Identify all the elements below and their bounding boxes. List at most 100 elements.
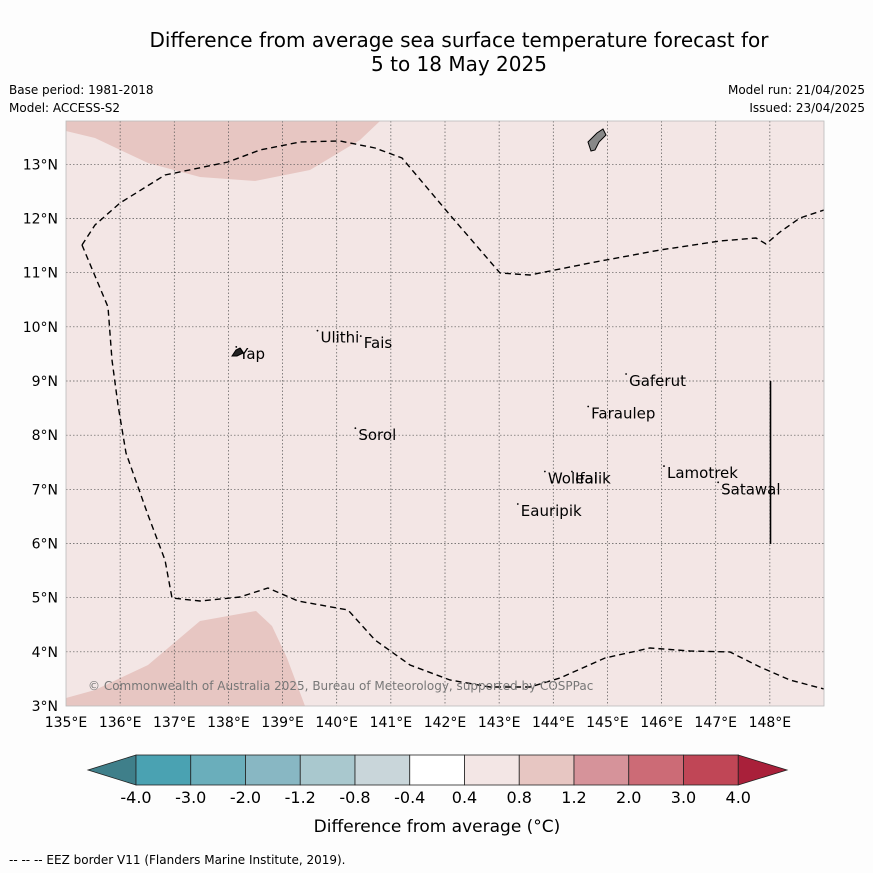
lon-tick-label: 143°E: [478, 715, 521, 731]
lon-tick-label: 136°E: [99, 715, 142, 731]
colorbar-segment: [135, 754, 192, 786]
colorbar-extend-low: [86, 754, 137, 786]
colorbar-segment: [573, 754, 630, 786]
lat-tick-label: 5°N: [32, 591, 58, 607]
yap-island: [231, 347, 244, 357]
colorbar-tick-label: -0.4: [394, 788, 425, 807]
place-label-yap: Yap: [238, 345, 265, 363]
island-marker: [516, 503, 519, 505]
place-label-ifalik: Ifalik: [575, 470, 611, 488]
eez-border-north: [81, 140, 824, 276]
colorbar-segment: [683, 754, 739, 786]
place-label-satawal: Satawal: [721, 480, 780, 498]
colorbar-segment: [299, 754, 356, 786]
lat-tick-label: 8°N: [32, 428, 58, 444]
colorbar-segment: [354, 754, 411, 786]
title-line-1: Difference from average sea surface temp…: [149, 28, 769, 52]
place-labels: Ulithi Fais Yap Gaferut Faraulep Sorol Lamotre…: [235, 329, 781, 520]
lon-tick-label: 147°E: [694, 715, 737, 731]
eez-border-west: [81, 244, 824, 690]
lon-tick-label: 139°E: [261, 715, 304, 731]
issued-date: Issued: 23/04/2025: [749, 101, 865, 115]
lon-tick-label: 148°E: [749, 715, 792, 731]
lat-tick-label: 13°N: [23, 157, 58, 173]
island-marker: [543, 470, 546, 473]
colorbar: -4.0 -3.0 -2.0 -1.2 -0.8 -0.4 0.4 0.8 1.2 2.0 3.0 4…: [86, 754, 789, 837]
colorbar-segments: [86, 754, 789, 786]
map-plot: Ulithi Fais Yap Gaferut Faraulep Sorol Lamotre…: [66, 121, 824, 706]
colorbar-tick-label: 3.0: [671, 788, 696, 807]
lat-tick-label: 11°N: [23, 266, 58, 282]
lon-tick-label: 146°E: [640, 715, 683, 731]
island-marker: [587, 405, 590, 408]
grid-lines: [66, 121, 824, 706]
place-label-faraulep: Faraulep: [591, 405, 655, 423]
colorbar-segment: [190, 754, 246, 786]
colorbar-segment: [464, 754, 520, 786]
lon-tick-label: 145°E: [586, 715, 629, 731]
base-period: Base period: 1981-2018: [9, 83, 154, 97]
lon-tick-label: 138°E: [207, 715, 250, 731]
island-marker: [717, 481, 720, 484]
place-label-ulithi: Ulithi: [320, 329, 359, 347]
copyright-notice: © Commonwealth of Australia 2025, Bureau…: [88, 679, 593, 693]
colorbar-label: Difference from average (°C): [314, 817, 561, 837]
place-label-woleai: Woleai: [548, 470, 598, 488]
lat-tick-label: 4°N: [32, 645, 58, 661]
lon-tick-label: 137°E: [153, 715, 196, 731]
warm-anomaly-patch-north: [66, 121, 380, 181]
colorbar-tick-label: 2.0: [616, 788, 641, 807]
place-label-fais: Fais: [364, 334, 393, 352]
lat-tick-label: 10°N: [23, 320, 58, 336]
lon-tick-labels: 135°E 136°E 137°E 138°E 139°E 140°E 141°E 142°E…: [45, 715, 791, 731]
colorbar-tick-label: 4.0: [726, 788, 751, 807]
colorbar-tick-label: 0.4: [452, 788, 477, 807]
place-label-eauripik: Eauripik: [521, 502, 582, 520]
map-title: Difference from average sea surface temp…: [0, 28, 873, 76]
colorbar-segment: [245, 754, 301, 786]
colorbar-tick-label: -4.0: [120, 788, 151, 807]
colorbar-tick-label: -1.2: [285, 788, 316, 807]
eez-border-footnote: -- -- -- EEZ border V11 (Flanders Marine…: [9, 853, 346, 867]
lon-tick-label: 140°E: [315, 715, 358, 731]
title-line-2: 5 to 18 May 2025: [371, 52, 547, 76]
lat-tick-label: 12°N: [23, 212, 58, 228]
guam-island: [587, 128, 607, 152]
meta-right: Model run: 21/04/2025 Issued: 23/04/2025: [728, 81, 865, 117]
colorbar-tick-label: -3.0: [175, 788, 206, 807]
island-marker: [625, 373, 627, 375]
colorbar-tick-label: 0.8: [507, 788, 532, 807]
lat-tick-labels: 3°N 4°N 5°N 6°N 7°N 8°N 9°N 10°N 11°N 12°N 13°N: [23, 157, 58, 715]
lon-tick-label: 135°E: [45, 715, 88, 731]
warm-anomaly-patch-south: [66, 611, 305, 706]
island-marker: [359, 335, 362, 337]
island-marker: [663, 465, 665, 467]
map-frame: [65, 120, 825, 707]
colorbar-segment: [409, 754, 465, 786]
colorbar-segment: [628, 754, 684, 786]
colorbar-extend-high: [737, 754, 789, 786]
colorbar-tick-label: 1.2: [561, 788, 586, 807]
colorbar-tick-labels: -4.0 -3.0 -2.0 -1.2 -0.8 -0.4 0.4 0.8 1.2 2.0 3.0 4…: [120, 788, 751, 807]
island-marker: [316, 329, 319, 332]
place-label-lamotrek: Lamotrek: [667, 464, 738, 482]
place-label-sorol: Sorol: [358, 426, 396, 444]
colorbar-tick-label: -0.8: [339, 788, 370, 807]
lat-tick-label: 6°N: [32, 537, 58, 553]
model-run: Model run: 21/04/2025: [727, 83, 865, 97]
lat-tick-label: 3°N: [32, 699, 58, 715]
lat-tick-label: 9°N: [32, 374, 58, 390]
lon-tick-label: 144°E: [532, 715, 575, 731]
island-marker: [235, 346, 238, 348]
meta-left: Base period: 1981-2018 Model: ACCESS-S2: [9, 81, 154, 117]
island-marker: [354, 427, 357, 430]
model-name: Model: ACCESS-S2: [9, 101, 121, 115]
colorbar-segment: [518, 754, 575, 786]
island-marker: [571, 470, 573, 473]
lat-tick-label: 7°N: [32, 482, 58, 498]
place-label-gaferut: Gaferut: [629, 372, 686, 390]
lon-tick-label: 142°E: [424, 715, 467, 731]
colorbar-tick-label: -2.0: [230, 788, 261, 807]
lon-tick-label: 141°E: [370, 715, 413, 731]
